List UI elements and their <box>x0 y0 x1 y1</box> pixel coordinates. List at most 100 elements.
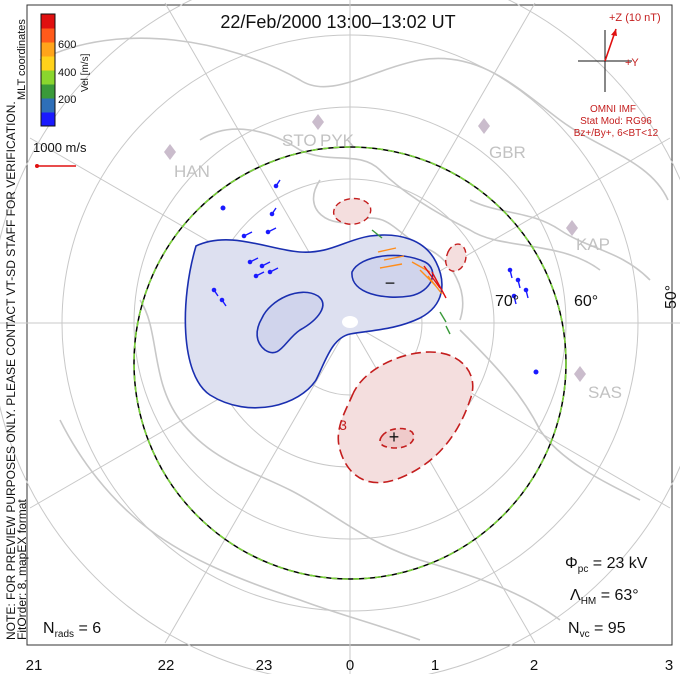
coastline-scandinavia <box>199 128 601 271</box>
colorbar-segment <box>41 14 55 29</box>
vector-origin <box>247 259 253 265</box>
vector-origin <box>533 369 539 375</box>
fit-statistics: Φpc = 23 kV ΛHM = 63° Nvc = 95 Nrads = 6 <box>43 555 648 640</box>
velocity-vector <box>379 263 403 269</box>
meridian-04 <box>349 322 671 509</box>
mlt-tick-0: 0 <box>346 657 354 674</box>
vector-scale: 1000 m/s <box>33 140 87 168</box>
vector-origin <box>219 297 225 303</box>
stat-n-vc: Nvc = 95 <box>568 620 626 640</box>
velocity-vectors <box>211 179 539 375</box>
station-label-sto: STO <box>282 131 317 150</box>
positive-cell <box>332 197 474 484</box>
vector-origin <box>523 287 529 293</box>
colorbar-segment <box>41 28 55 43</box>
station-markers <box>164 114 586 382</box>
mlt-tick-21: 21 <box>26 657 43 674</box>
coastline-alaska <box>59 419 421 641</box>
velocity-vector <box>431 271 447 299</box>
mlt-tick-2: 2 <box>530 657 538 674</box>
stat-phi-symbol: Φ <box>565 555 578 572</box>
imf-clock: +Z (10 nT) +Y OMNI IMF Stat Mod: RG96 Bz… <box>574 12 661 139</box>
mlt-tick-23: 23 <box>256 657 273 674</box>
coastline-europe <box>469 199 651 281</box>
stat-lambda-symbol: Λ <box>570 587 581 604</box>
stat-n-rads: Nrads = 6 <box>43 620 101 640</box>
coordinate-system-label: MLT coordinates <box>16 19 28 100</box>
positive-cell-core <box>379 427 415 449</box>
velocity-colorbar: 600 400 200 Vel [m/s] <box>40 13 91 127</box>
vector-scale-label: 1000 m/s <box>33 140 87 155</box>
vector-origin <box>259 263 265 269</box>
colorbar-segments <box>41 14 55 127</box>
colorbar-tick-400: 400 <box>58 67 76 79</box>
velocity-vector <box>445 325 451 335</box>
potential-min-marker: − <box>385 273 396 293</box>
vector-scale-dot <box>35 164 39 168</box>
velocity-vector <box>439 311 447 323</box>
vector-origin <box>211 287 217 293</box>
imf-bin-label: Bz+/By+, 6<BT<12 <box>574 128 659 139</box>
colorbar-segment <box>41 70 55 85</box>
lat-label-50: 50° <box>663 285 680 309</box>
imf-z-label: +Z (10 nT) <box>609 12 661 24</box>
station-label-gbr: GBR <box>489 143 526 162</box>
colorbar-frame <box>40 13 56 127</box>
vector-origin <box>253 273 259 279</box>
vector-origin <box>265 229 271 235</box>
lat-label-70: 70° <box>495 293 519 310</box>
mlt-tick-1: 1 <box>431 657 439 674</box>
positive-cell-small-1 <box>332 197 372 225</box>
stat-nvc-value: = 95 <box>590 620 626 637</box>
vector-origin <box>220 205 226 211</box>
fit-order-note: FitOrder: 8, mapEX format <box>15 499 29 640</box>
latitude-labels: 70° 60° 50° <box>495 285 680 310</box>
station-marker-kap <box>566 220 578 236</box>
vector-origin <box>269 211 275 217</box>
coastline-hudson <box>459 329 641 501</box>
hm-boundary <box>133 146 567 580</box>
vector-origin <box>241 233 247 239</box>
vector-origin <box>507 267 513 273</box>
positive-cell-outer <box>337 351 474 484</box>
vectors-medium-group <box>371 229 451 335</box>
stat-nvc-symbol: N <box>568 620 580 637</box>
lat-label-60: 60° <box>574 293 598 310</box>
station-label-pyk: PYK <box>320 131 355 150</box>
magnetic-pole <box>342 316 358 328</box>
colorbar-segment <box>41 56 55 71</box>
negative-cell <box>184 234 443 409</box>
stat-lambda-value: = 63° <box>596 587 638 604</box>
mlt-tick-3: 3 <box>665 657 673 674</box>
velocity-vector <box>383 255 405 261</box>
velocity-vector <box>371 229 383 239</box>
vector-origin <box>273 183 279 189</box>
meridian-22 <box>164 322 351 644</box>
vectors-very-fast-group <box>423 265 447 299</box>
stat-lambda-hm: ΛHM = 63° <box>570 587 639 607</box>
stat-nrads-symbol: N <box>43 620 55 637</box>
hm-boundary-dashed <box>133 146 567 580</box>
coastline-greenland <box>312 179 464 321</box>
colorbar-segment <box>41 112 55 127</box>
station-label-kap: KAP <box>576 235 610 254</box>
vectors-dusk-group <box>211 179 539 375</box>
station-label-sas: SAS <box>588 383 622 402</box>
mlt-axis: 21 22 23 0 1 2 3 <box>26 657 674 674</box>
imf-vector-arrowhead <box>611 29 617 36</box>
velocity-vector <box>427 275 443 295</box>
velocity-vector <box>377 247 397 253</box>
stat-nrads-subscript: rads <box>55 629 74 640</box>
station-label-han: HAN <box>174 162 210 181</box>
colorbar-tick-200: 200 <box>58 94 76 106</box>
station-labels: HAN STO PYK GBR KAP SAS <box>174 131 622 402</box>
potential-max-marker: + <box>389 427 400 447</box>
stat-phi-pc: Φpc = 23 kV <box>565 555 648 575</box>
coastlines <box>39 37 669 641</box>
positive-cell-small-2 <box>445 243 467 272</box>
vector-origin <box>515 277 521 283</box>
station-marker-han <box>164 144 176 160</box>
station-marker-gbr <box>478 118 490 134</box>
